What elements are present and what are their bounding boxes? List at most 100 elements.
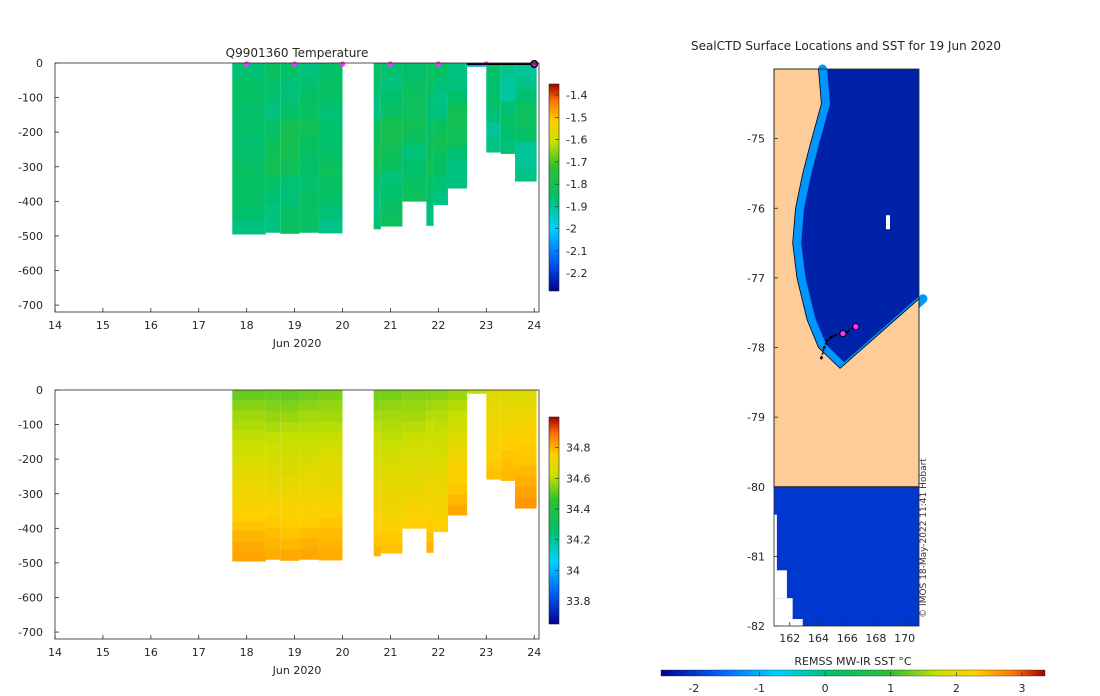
salinity-profile-cell [515, 400, 537, 412]
salinity-profile-cell [265, 411, 281, 423]
map-y-axis: -75 -76 -77 -78 -79 -80 -81 -82 [747, 133, 778, 633]
temperature-profile-cell [500, 101, 516, 116]
salinity-profile-cell [380, 441, 403, 452]
map-x-axis: 162 164 166 168 170 [779, 622, 915, 645]
temperature-profile-cell [380, 90, 403, 105]
salinity-profile-cell [380, 430, 403, 442]
salinity-profile-cell [433, 491, 448, 502]
coastal-sst-band [818, 343, 849, 373]
temperature-profile-cell [265, 147, 281, 163]
salinity-profile-cell [500, 450, 516, 461]
salinity-profile-cell [515, 422, 537, 434]
salinity-profile-cell [433, 410, 448, 421]
temperature-profile-cell [232, 148, 266, 164]
salinity-profile-cell [265, 390, 281, 401]
salinity-profile-cell [318, 506, 343, 518]
temperature-profile-cell [280, 176, 300, 192]
map-data-layer [773, 64, 928, 626]
temperature-profile-cell [380, 63, 403, 77]
missing-data-patch [885, 215, 890, 230]
salinity-profile-cell [299, 464, 319, 476]
salinity-x-tick-label: 19 [288, 646, 302, 659]
temperature-profile-cell [299, 190, 319, 205]
salinity-profile-cell [232, 430, 266, 441]
salinity-colorbar [548, 416, 560, 625]
temperature-profile-cell [433, 91, 448, 106]
temperature-profile-cell [515, 89, 537, 103]
temperature-profile-cell [265, 175, 281, 191]
map-title: SealCTD Surface Locations and SST for 19… [691, 39, 1001, 53]
temperature-profile-cell [318, 218, 343, 234]
salinity-profile-cell [380, 420, 403, 432]
temperature-profile-cell [232, 162, 266, 178]
temperature-profile-cell [402, 63, 427, 78]
temperature-profile-cell [232, 134, 266, 149]
salinity-profile-cell [486, 429, 501, 440]
salinity-profile-cell [318, 464, 343, 476]
temperature-profile-cell [433, 77, 448, 92]
salinity-profile-cell [402, 517, 427, 529]
temperature-profile-cell [433, 190, 448, 206]
temperature-profile-cell [433, 176, 448, 191]
salinity-profile-cell [280, 432, 300, 444]
temperature-profile-cell [373, 159, 381, 174]
sst-colorbar-label: REMSS MW-IR SST °C [794, 655, 912, 668]
temperature-profile-cell [380, 76, 403, 91]
salinity-profile-cell [402, 411, 427, 423]
temperature-profile-cell [433, 133, 448, 149]
temperature-profile-cell [500, 140, 516, 154]
profile-marker [387, 61, 394, 67]
temperature-profile-cell [299, 204, 319, 219]
temperature-profile-cell [280, 134, 300, 149]
temperature-profile-cell [373, 215, 381, 230]
seal-track-point [822, 346, 826, 349]
salinity-profile-cell [433, 420, 448, 431]
map-x-tick-label: 166 [837, 632, 858, 645]
temperature-profile-cell [402, 76, 427, 91]
salinity-y-tick-label: -100 [18, 419, 43, 432]
salinity-profile-cell [265, 400, 281, 412]
salinity-profile-cell [426, 511, 434, 523]
salinity-profile-cell [232, 490, 266, 502]
temperature-colorbar-tick-label: -1.8 [566, 178, 587, 191]
temperature-profile-cell [299, 63, 319, 78]
salinity-profile-cell [433, 440, 448, 452]
temperature-profile-cell [447, 118, 468, 133]
missing-data-patch [774, 570, 787, 599]
salinity-profile-cell [433, 471, 448, 482]
salinity-profile-cell [447, 400, 468, 412]
salinity-profile-cell [373, 493, 381, 505]
salinity-profile-cell [373, 462, 381, 474]
temperature-profile-cell [373, 201, 381, 216]
temperature-profile-cell [402, 132, 427, 147]
temperature-profile-cell [380, 131, 403, 145]
temperature-y-tick-label: -100 [18, 92, 43, 105]
seal-track-point [819, 356, 823, 360]
salinity-profile-cell [380, 451, 403, 462]
salinity-profile-cell [380, 410, 403, 421]
temperature-profile-cell [280, 162, 300, 177]
temperature-profile-cell [232, 77, 266, 92]
temperature-profile-cell [426, 211, 434, 226]
salinity-profile-cell [373, 483, 381, 495]
salinity-profile-cell [280, 528, 300, 540]
salinity-profile-cell [280, 464, 300, 476]
temperature-profile-cell [232, 219, 266, 235]
salinity-profile-cell [380, 400, 403, 411]
salinity-y-tick-label: -300 [18, 488, 43, 501]
salinity-profile-cell [515, 433, 537, 445]
temperature-profile-cell [318, 148, 343, 163]
salinity-profile-cell [373, 421, 381, 432]
salinity-profile-cell [265, 485, 281, 497]
temperature-profile-cell [232, 63, 266, 78]
salinity-profile-cell [232, 470, 266, 481]
salinity-profile-cell [299, 453, 319, 465]
map-x-tick-label: 170 [894, 632, 915, 645]
salinity-profile-cell [373, 400, 381, 412]
temperature-y-tick-label: -300 [18, 161, 43, 174]
salinity-profile-cell [433, 521, 448, 533]
salinity-colorbar-tick-label: 34.4 [566, 503, 591, 516]
temperature-profile-cell [280, 148, 300, 163]
temperature-profile-cell [265, 218, 281, 233]
